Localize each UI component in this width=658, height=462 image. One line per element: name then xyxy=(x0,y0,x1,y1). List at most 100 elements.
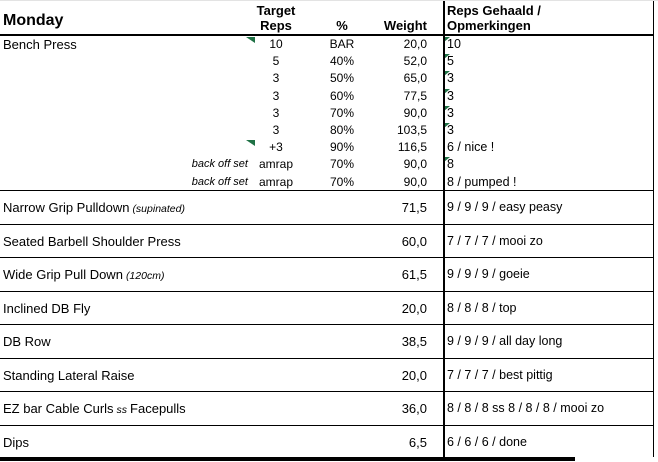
weight-cell[interactable]: 20,0 xyxy=(401,367,427,383)
weight-header[interactable]: Weight xyxy=(383,18,427,33)
exercise-name-cell[interactable]: Dips xyxy=(3,426,35,461)
number-as-text-indicator-icon xyxy=(444,105,450,111)
number-as-text-indicator-icon xyxy=(444,88,450,94)
percent-cell[interactable]: 60% xyxy=(329,88,355,103)
percent-cell[interactable]: 70% xyxy=(329,174,355,189)
weight-cell[interactable]: 61,5 xyxy=(401,267,427,282)
exercise-row: DB Row 38,5 9 / 9 / 9 / all day long xyxy=(0,325,658,359)
target-header-line1[interactable]: Target xyxy=(256,3,296,18)
target-reps-cell[interactable]: amrap xyxy=(258,174,293,189)
exercise-name-cell[interactable]: Standing Lateral Raise xyxy=(3,359,141,394)
target-reps-cell[interactable]: 3 xyxy=(272,71,280,86)
percent-cell[interactable]: 50% xyxy=(329,71,355,86)
weight-cell[interactable]: 116,5 xyxy=(397,140,427,155)
number-as-text-indicator-icon xyxy=(444,122,450,128)
weight-cell[interactable]: 77,5 xyxy=(403,88,427,103)
set-row: Bench Press 10 BAR 20,0 10 xyxy=(0,36,658,53)
set-row: 3 60% 77,5 3 xyxy=(0,88,658,105)
percent-cell[interactable]: 70% xyxy=(329,105,355,120)
target-reps-cell[interactable]: 5 xyxy=(272,54,280,69)
percent-cell[interactable]: 70% xyxy=(329,157,355,172)
weight-cell[interactable]: 65,0 xyxy=(403,71,427,86)
row-divider xyxy=(0,324,654,325)
exercise-note: ss xyxy=(116,404,128,416)
weight-cell[interactable]: 20,0 xyxy=(403,37,427,51)
exercise-row: EZ bar Cable Curls ss Facepulls 36,0 8 / 8… xyxy=(0,392,658,426)
column-divider-results xyxy=(443,1,445,460)
set-row: 5 40% 52,0 5 xyxy=(0,53,658,70)
exercise-name-cell[interactable]: Narrow Grip Pulldown (supinated) xyxy=(3,191,188,226)
target-reps-cell[interactable]: 10 xyxy=(269,37,283,51)
weight-cell[interactable]: 71,5 xyxy=(401,200,427,215)
set-row: back off set amrap 70% 90,0 8 / pumped ! xyxy=(0,174,658,191)
exercise-row: Seated Barbell Shoulder Press 60,0 7 / 7… xyxy=(0,225,658,260)
result-cell[interactable]: 10 xyxy=(447,37,461,51)
exercise-row: Standing Lateral Raise 20,0 7 / 7 / 7 / … xyxy=(0,359,658,394)
result-header-line2[interactable]: Opmerkingen xyxy=(447,18,531,33)
result-cell[interactable]: 9 / 9 / 9 / easy peasy xyxy=(447,200,563,214)
target-reps-cell[interactable]: amrap xyxy=(258,157,293,172)
result-cell[interactable]: 7 / 7 / 7 / mooi zo xyxy=(447,233,543,248)
result-cell[interactable]: 9 / 9 / 9 / goeie xyxy=(447,267,530,281)
target-reps-cell[interactable]: 3 xyxy=(272,105,280,120)
exercise-row: Narrow Grip Pulldown (supinated) 71,5 9 /… xyxy=(0,191,658,225)
exercise-row: Inclined DB Fly 20,0 8 / 8 / 8 / top xyxy=(0,292,658,327)
weight-cell[interactable]: 52,0 xyxy=(403,54,427,69)
target-reps-cell[interactable]: 3 xyxy=(272,88,280,103)
result-cell[interactable]: 6 / 6 / 6 / done xyxy=(447,434,527,449)
weight-cell[interactable]: 20,0 xyxy=(401,300,427,316)
result-cell[interactable]: 6 / nice ! xyxy=(447,140,495,155)
set-type-label[interactable]: back off set xyxy=(191,158,248,171)
weight-cell[interactable]: 60,0 xyxy=(401,233,427,249)
table-right-border xyxy=(653,1,654,457)
row-divider xyxy=(0,424,654,426)
result-cell[interactable]: 3 xyxy=(447,88,454,103)
percent-cell[interactable]: 40% xyxy=(329,54,355,69)
bench-press-section: Bench Press 10 BAR 20,0 10 5 40% 52,0 5 … xyxy=(0,36,658,191)
exercise-name: DB Row xyxy=(3,334,51,349)
result-cell[interactable]: 3 xyxy=(447,122,454,137)
target-header-line2[interactable]: Reps xyxy=(260,18,292,33)
table-bottom-border xyxy=(0,457,575,461)
weight-cell[interactable]: 36,0 xyxy=(401,401,427,416)
exercise-name: Narrow Grip Pulldown xyxy=(3,200,130,215)
weight-cell[interactable]: 103,5 xyxy=(396,122,427,137)
set-row: 3 50% 65,0 3 xyxy=(0,70,658,87)
weight-cell[interactable]: 6,5 xyxy=(408,434,427,450)
result-cell[interactable]: 5 xyxy=(447,54,454,69)
exercise-name-cell[interactable]: DB Row xyxy=(3,325,57,360)
percent-header[interactable]: % xyxy=(336,18,348,33)
row-divider xyxy=(0,223,654,225)
weight-cell[interactable]: 38,5 xyxy=(401,334,427,349)
weight-cell[interactable]: 90,0 xyxy=(403,157,427,172)
result-cell[interactable]: 3 xyxy=(447,105,454,120)
percent-cell[interactable]: BAR xyxy=(329,37,355,51)
section-divider xyxy=(0,190,654,191)
result-cell[interactable]: 8 / 8 / 8 / top xyxy=(447,300,517,315)
exercise-name-cell[interactable]: Wide Grip Pull Down (120cm) xyxy=(3,258,167,293)
target-reps-cell[interactable]: +3 xyxy=(269,140,283,155)
exercise-name: Seated Barbell Shoulder Press xyxy=(3,233,181,249)
exercise-name-cell[interactable]: Inclined DB Fly xyxy=(3,292,96,327)
result-cell[interactable]: 7 / 7 / 7 / best pittig xyxy=(447,367,553,382)
result-cell[interactable]: 8 / pumped ! xyxy=(447,174,517,189)
percent-cell[interactable]: 90% xyxy=(329,140,355,155)
percent-cell[interactable]: 80% xyxy=(329,122,355,137)
result-cell[interactable]: 8 / 8 / 8 ss 8 / 8 / 8 / mooi zo xyxy=(447,401,605,415)
target-reps-cell[interactable]: 3 xyxy=(272,122,280,137)
weight-cell[interactable]: 90,0 xyxy=(403,105,427,120)
result-cell[interactable]: 8 xyxy=(447,157,454,172)
row-divider xyxy=(0,357,654,359)
exercise-name-cell[interactable]: EZ bar Cable Curls ss Facepulls xyxy=(3,392,186,427)
exercise-row: Dips 6,5 6 / 6 / 6 / done xyxy=(0,426,658,460)
day-title[interactable]: Monday xyxy=(3,12,64,29)
result-cell[interactable]: 3 xyxy=(447,71,454,86)
result-header-line1[interactable]: Reps Gehaald / xyxy=(447,3,541,18)
result-cell[interactable]: 9 / 9 / 9 / all day long xyxy=(447,334,563,348)
exercise-name-cell[interactable]: Seated Barbell Shoulder Press xyxy=(3,225,187,260)
comment-indicator-icon xyxy=(246,37,255,43)
set-type-label[interactable]: back off set xyxy=(191,175,248,188)
weight-cell[interactable]: 90,0 xyxy=(403,174,427,189)
exercise-name-cell[interactable]: Bench Press xyxy=(3,37,77,52)
